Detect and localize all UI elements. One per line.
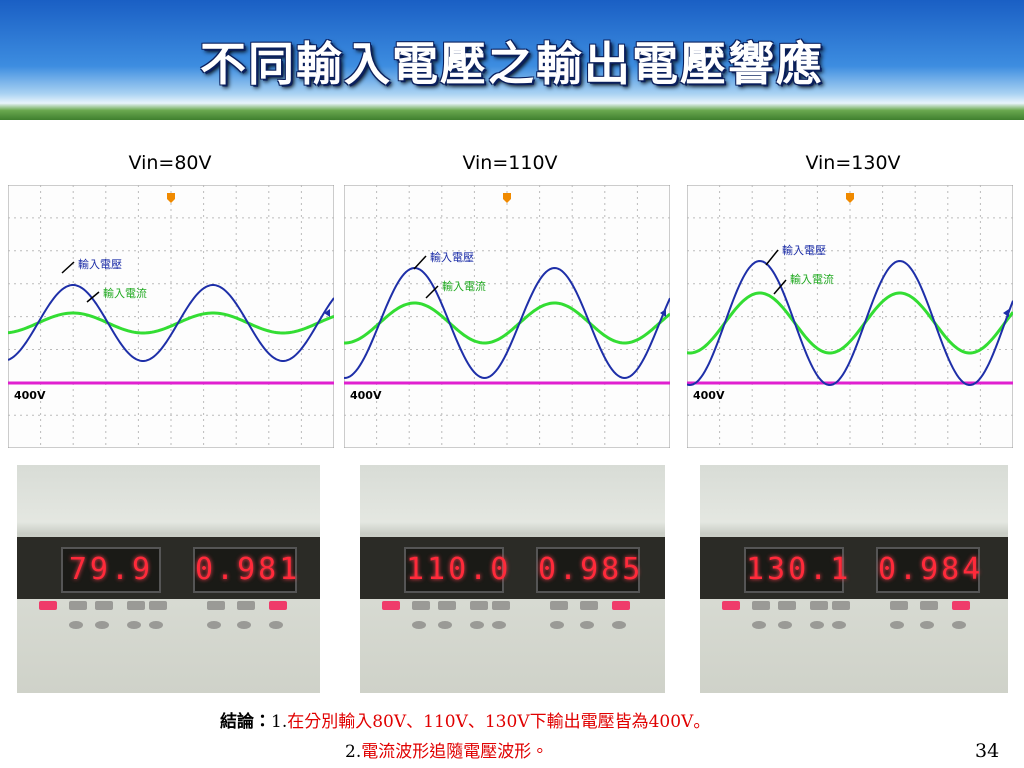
current-annotation: 輸入電流: [790, 272, 834, 286]
meter-button: [952, 621, 966, 629]
meter-button: [69, 621, 83, 629]
page-number: 34: [975, 740, 1000, 762]
meter-button: [470, 601, 488, 610]
power-meter: 130.1 0.984: [700, 465, 1008, 693]
slide-title: 不同輸入電壓之輸出電壓響應: [200, 37, 824, 91]
meter-button: [778, 601, 796, 610]
meter-button: [832, 621, 846, 629]
meter-button: [492, 601, 510, 610]
meter-button: [580, 601, 598, 610]
trigger-marker: [167, 193, 175, 203]
voltage-trace: [344, 266, 670, 380]
meter-button: [269, 601, 287, 610]
arrow: [773, 279, 787, 295]
voltage-annotation: 輸入電壓: [78, 257, 122, 271]
meter-button: [39, 601, 57, 610]
level-marker: [324, 309, 330, 317]
level-marker: [1003, 309, 1009, 317]
meter-button: [95, 621, 109, 629]
output-annotation: 400V: [693, 389, 725, 402]
meter-button: [237, 621, 251, 629]
meter-button: [438, 601, 456, 610]
meter-button: [920, 601, 938, 610]
meter-button: [470, 621, 484, 629]
meter-button: [722, 601, 740, 610]
meter-button: [412, 601, 430, 610]
header-banner: 不同輸入電壓之輸出電壓響應: [0, 0, 1024, 120]
arrow: [86, 291, 100, 303]
conclusion-heading: 結論：: [220, 712, 271, 732]
meter-button: [492, 621, 506, 629]
meter-button: [207, 601, 225, 610]
meter-button: [149, 621, 163, 629]
meter-display: 79.9: [61, 547, 161, 593]
meter-button: [580, 621, 594, 629]
current-annotation: 輸入電流: [442, 279, 486, 293]
meter-button: [612, 621, 626, 629]
arrow: [425, 285, 439, 299]
meter-display: 0.984: [876, 547, 980, 593]
voltage-trace: [687, 259, 1013, 387]
meter-button: [412, 621, 426, 629]
meter-button: [149, 601, 167, 610]
item-text: 在分別輸入80V、110V、130V下輸出電壓皆為400V。: [287, 712, 711, 732]
meter-button: [832, 601, 850, 610]
item-text: 電流波形追隨電壓波形。: [361, 742, 549, 762]
meter-display: 0.981: [193, 547, 297, 593]
meter-button: [810, 621, 824, 629]
level-marker: [660, 309, 666, 317]
voltage-label: Vin=80V: [128, 152, 212, 174]
current-trace: [687, 291, 1013, 355]
meter-button: [752, 621, 766, 629]
item-number: 1.: [271, 712, 288, 732]
conclusion-line: 2.電流波形追隨電壓波形。: [345, 737, 548, 762]
arrow: [765, 249, 779, 266]
meter-display: 110.0: [404, 547, 508, 593]
current-trace: [8, 311, 334, 335]
trigger-marker: [846, 193, 854, 203]
voltage-label: Vin=110V: [462, 152, 558, 174]
meter-button: [207, 621, 221, 629]
output-annotation: 400V: [350, 389, 382, 402]
voltage-annotation: 輸入電壓: [782, 243, 826, 257]
meter-button: [952, 601, 970, 610]
meter-button: [269, 621, 283, 629]
meter-button: [237, 601, 255, 610]
power-meter: 79.9 0.981: [17, 465, 320, 693]
meter-button: [752, 601, 770, 610]
meter-button: [382, 601, 400, 610]
meter-button: [69, 601, 87, 610]
power-meter: 110.0 0.985: [360, 465, 665, 693]
output-annotation: 400V: [14, 389, 46, 402]
voltage-trace: [8, 284, 334, 362]
meter-display: 130.1: [744, 547, 848, 593]
arrow: [61, 261, 75, 274]
meter-button: [95, 601, 113, 610]
meter-button: [550, 621, 564, 629]
voltage-label: Vin=130V: [805, 152, 901, 174]
meter-button: [550, 601, 568, 610]
meter-button: [890, 621, 904, 629]
voltage-annotation: 輸入電壓: [430, 250, 474, 264]
trigger-marker: [503, 193, 511, 203]
meter-button: [612, 601, 630, 610]
meter-button: [438, 621, 452, 629]
arrow: [413, 255, 427, 270]
current-annotation: 輸入電流: [103, 286, 147, 300]
meter-button: [810, 601, 828, 610]
meter-display: 0.985: [536, 547, 640, 593]
item-number: 2.: [345, 742, 362, 762]
meter-button: [127, 601, 145, 610]
meter-button: [778, 621, 792, 629]
current-trace: [344, 301, 670, 345]
meter-button: [890, 601, 908, 610]
meter-button: [920, 621, 934, 629]
conclusion-line: 結論：1.在分別輸入80V、110V、130V下輸出電壓皆為400V。: [220, 707, 710, 732]
meter-button: [127, 621, 141, 629]
